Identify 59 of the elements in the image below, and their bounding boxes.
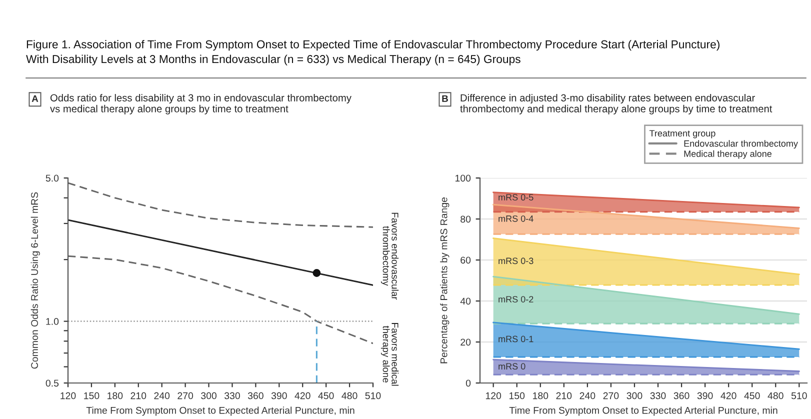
x-tick-label: 420 [294,392,310,400]
x-tick-label: 480 [768,392,784,400]
x-tick-label: 150 [509,392,525,400]
x-tick-label: 330 [650,392,666,400]
x-tick-label: 510 [791,392,807,400]
x-tick-label: 270 [603,392,619,400]
x-tick-label: 120 [60,392,76,400]
text: B [442,95,448,102]
y-tick-label: 80 [460,216,471,223]
x-tick-label: 300 [201,392,216,400]
x-tick-label: 180 [108,392,123,400]
x-tick-label: 180 [533,392,548,400]
x-tick-label: 330 [224,392,240,400]
legend-label: Endovascular thrombectomy [684,140,798,148]
x-tick-label: 420 [720,392,736,400]
series-label: mRS 0-2 [498,296,534,302]
x-tick-label: 390 [697,392,713,400]
y-tick-label: 60 [460,256,471,264]
x-tick-label: 210 [130,392,146,400]
x-tick-label: 270 [178,392,194,400]
y-tick-label: 20 [460,338,471,346]
series-label: mRS 0 [498,363,526,370]
x-tick-label: 450 [744,392,760,400]
x-tick-label: 390 [271,392,287,400]
x-tick-label: 360 [674,392,690,400]
line-series [68,182,373,228]
legend-label: Medical therapy alone [684,150,772,159]
x-tick-label: 450 [318,392,334,400]
text: A [32,95,38,102]
y-tick-label: 40 [460,298,471,305]
x-tick-label: 360 [248,392,264,400]
x-tick-label: 120 [486,392,502,400]
x-tick-label: 480 [342,392,358,400]
series-label: mRS 0-3 [498,258,534,264]
line-series [68,255,373,344]
y-tick-label: 100 [455,174,471,182]
x-tick-label: 240 [154,392,170,400]
text: Favors endovascular thrombectomy [380,212,399,300]
x-tick-label: 510 [365,392,381,400]
y-tick-label: 0.5 [46,380,59,387]
x-tick-label: 210 [556,392,572,400]
series-label: mRS 0-5 [498,194,534,201]
series-label: mRS 0-1 [498,336,534,342]
chart-title: Odds ratio for less disability at 3 mo in endovascular thrombectomy vs medical therapy alone groups by time to treatment [50,94,352,114]
y-axis-title: Percentage of Patients by mRS Range [440,197,450,364]
y-tick-label: 0 [466,380,471,387]
text: Favors medical therapy alone [380,323,399,386]
chart-title: Difference in adjusted 3-mo disability rates between endovascular thrombectomy and medical therapy alone groups by time to treatment [460,94,772,114]
x-tick-label: 150 [84,392,100,400]
y-tick-label: 5.0 [46,174,59,182]
x-axis-title: Time From Symptom Onset to Expected Arterial Puncture, min [86,406,354,416]
x-tick-label: 300 [626,392,642,400]
series-label: mRS 0-4 [498,215,534,222]
caption: Figure 1. Association of Time From Symptom Onset to Expected Time of Endovascular Thrombectomy Procedure Start (Arterial Puncture) With Disability Levels at 3 Months in Endovascular (n = 633) vs Medical Therapy (n = 645) Groups [26,40,720,66]
y-tick-label: 1.0 [46,318,59,325]
x-tick-label: 240 [580,392,596,400]
legend-title: Treatment group [649,130,716,138]
y-axis-title: Common Odds Ratio Using 6-Level mRS [30,192,40,369]
x-axis-title: Time From Symptom Onset to Expected Arterial Puncture, min [509,406,778,416]
